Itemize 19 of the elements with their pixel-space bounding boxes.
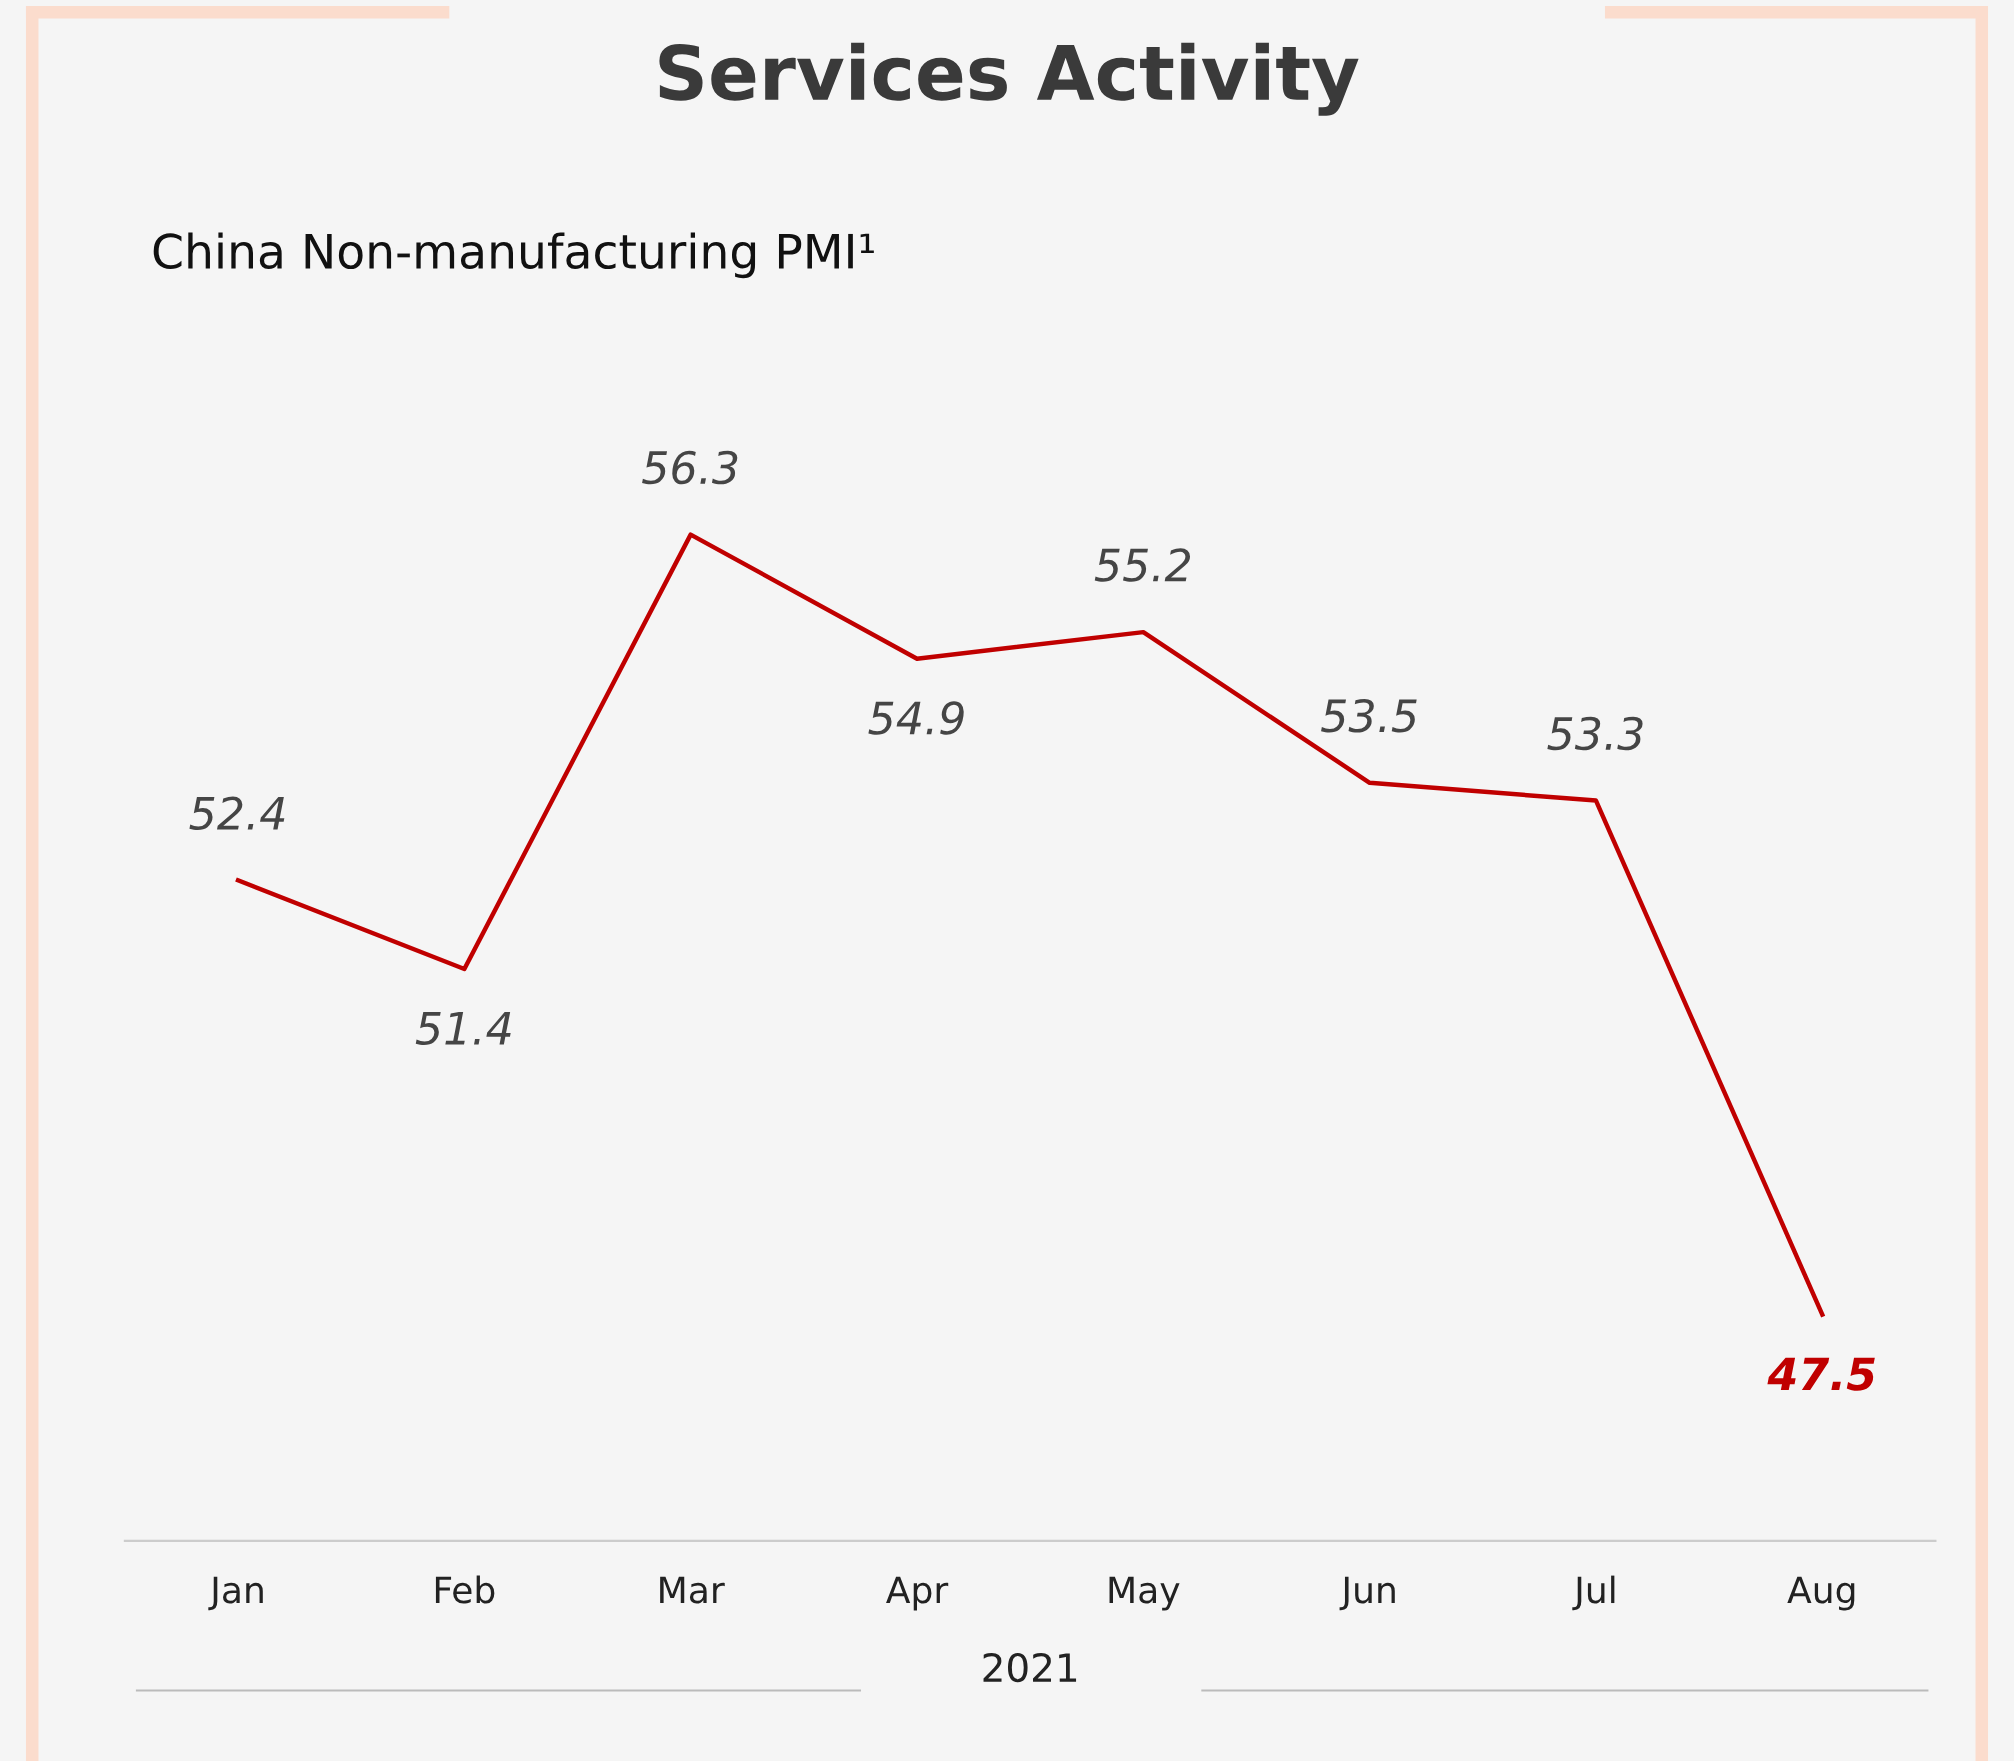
x-tick-label: Apr — [886, 1576, 949, 1611]
chart-title: Services Activity — [659, 42, 1359, 116]
data-label: 47.5 — [1767, 1357, 1875, 1391]
x-tick-label: May — [1109, 1576, 1180, 1611]
x-tick-label: Feb — [435, 1575, 495, 1604]
data-label: 53.5 — [1321, 698, 1417, 733]
x-axis-title: 2021 — [983, 1652, 1077, 1683]
data-label: 52.4 — [189, 796, 285, 831]
chart-subtitle: China Non-manufacturing PMI¹ — [153, 232, 874, 279]
x-tick-label: Jun — [1339, 1576, 1395, 1611]
data-label: 51.4 — [415, 1012, 511, 1046]
x-tick-label: Jul — [1572, 1575, 1615, 1611]
x-tick-label: Jan — [208, 1576, 263, 1611]
x-tick-label: Mar — [660, 1576, 725, 1604]
x-tick-label: Aug — [1787, 1576, 1855, 1611]
data-label: 56.3 — [642, 450, 738, 485]
data-label: 54.9 — [868, 701, 964, 735]
data-label: 55.2 — [1094, 548, 1191, 582]
data-label: 53.3 — [1547, 716, 1643, 751]
